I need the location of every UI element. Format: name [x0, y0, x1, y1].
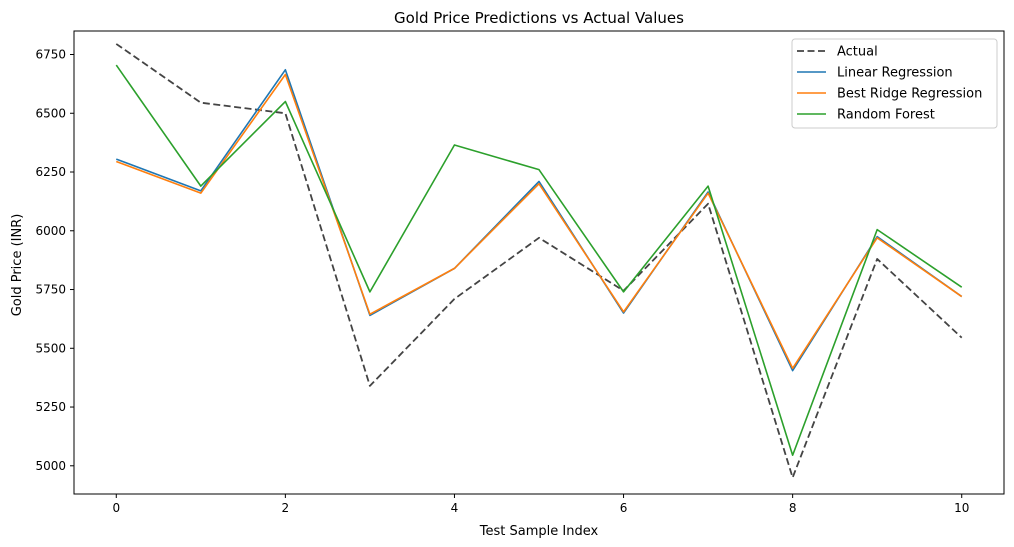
series-line-3 [115, 64, 963, 457]
y-tick-label-0: 5000 [35, 459, 66, 473]
legend-label-0: Actual [837, 45, 878, 60]
x-tick-label-5: 10 [954, 501, 969, 515]
series-line-2 [115, 73, 963, 370]
y-tick-label-5: 6250 [35, 165, 66, 179]
chart-title: Gold Price Predictions vs Actual Values [394, 9, 684, 27]
x-tick-label-1: 2 [282, 501, 290, 515]
axes-frame [73, 30, 1005, 495]
legend: Actual Linear Regression Best Ridge Regres… [791, 38, 998, 129]
x-tick-label-3: 6 [620, 501, 628, 515]
legend-label-3: Random Forest [837, 108, 935, 123]
y-tick-label-7: 6750 [35, 48, 66, 62]
y-tick-label-1: 5250 [35, 400, 66, 414]
y-tick-label-3: 5750 [35, 283, 66, 297]
legend-box [791, 38, 998, 129]
y-axis-label: Gold Price (INR) [10, 214, 25, 317]
y-tick-label-6: 6500 [35, 106, 66, 120]
x-tick-label-2: 4 [451, 501, 459, 515]
plot-area: 0 2 4 6 8 10 5000 5250 5500 5750 6000 6250 6500 6750 [35, 30, 1005, 515]
y-tick-label-4: 6000 [35, 224, 66, 238]
x-axis-label: Test Sample Index [479, 524, 599, 539]
y-tick-label-2: 5500 [35, 341, 66, 355]
legend-label-2: Best Ridge Regression [837, 87, 982, 102]
x-tick-label-0: 0 [112, 501, 120, 515]
x-tick-label-4: 8 [789, 501, 797, 515]
legend-label-1: Linear Regression [837, 66, 953, 81]
